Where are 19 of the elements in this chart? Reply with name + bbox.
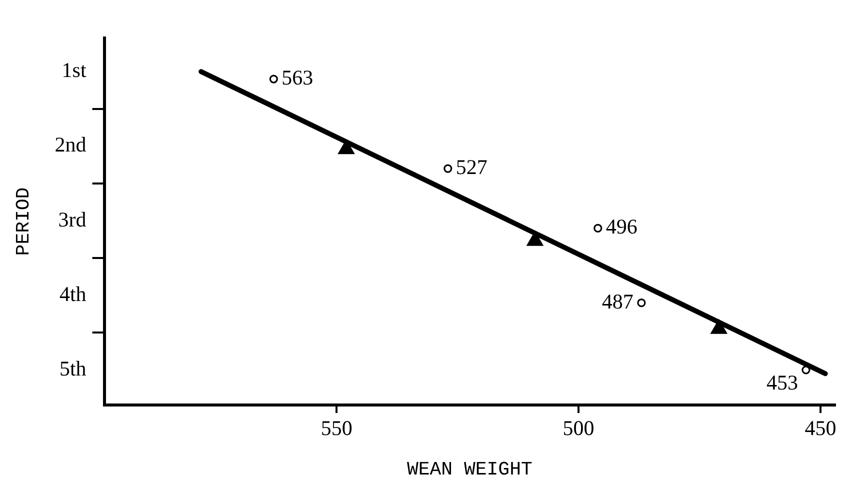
point [594,224,602,233]
y-tick-label: 5th [59,356,87,380]
x-tick-label: 500 [562,416,594,440]
x-axis-title: WEAN WEIGHT [406,458,532,481]
y-axis-title: PERIOD [12,187,34,256]
y-tick-label: 4th [59,282,87,306]
y-tick-label: 1st [62,58,86,82]
point [444,164,452,173]
x-tick-label: 550 [320,416,352,440]
point [269,74,278,84]
annotation: 487 [602,289,634,314]
point [637,298,646,308]
annotation: 527 [456,155,488,180]
y-tick-label: 3rd [58,207,87,232]
annotation: 496 [606,214,638,239]
x-tick-label: 450 [804,416,836,440]
annotation: 453 [766,370,798,394]
annotation: 563 [282,66,314,90]
y-tick-label: 2nd [54,132,87,157]
